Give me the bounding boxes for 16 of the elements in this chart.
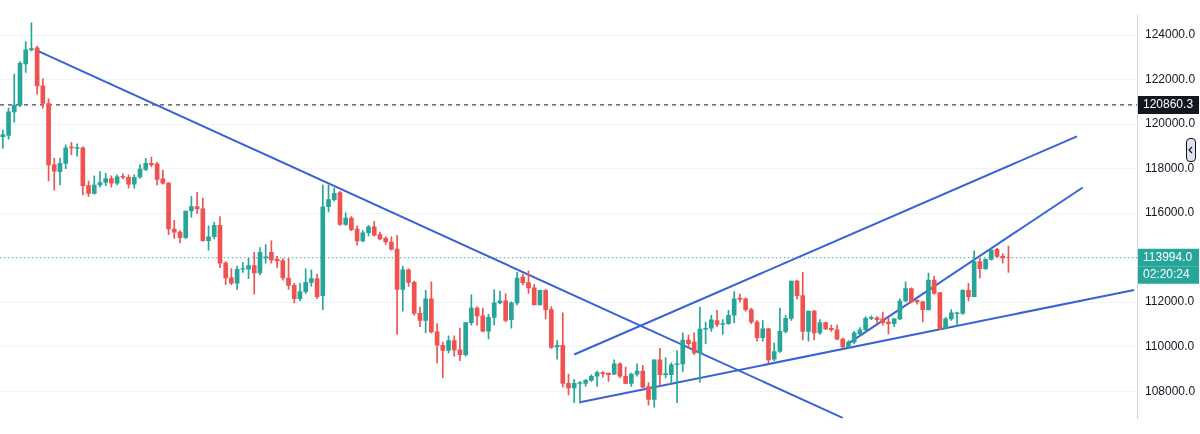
y-tick-label: 118000.0 (1145, 160, 1195, 175)
candlestick (74, 143, 80, 157)
ref-line-label: 113994.0 (1143, 250, 1193, 265)
candlestick (251, 251, 257, 295)
text: 02:20:24 (1143, 267, 1191, 282)
y-tick-label: 122000.0 (1145, 71, 1196, 86)
y-tick-label: 108000.0 (1145, 383, 1196, 398)
y-tick-label: 124000.0 (1145, 27, 1196, 42)
candlestick (194, 192, 200, 214)
y-tick-label: 110000.0 (1145, 338, 1195, 353)
candlestick (51, 158, 57, 191)
y-tick-label: 112000.0 (1145, 294, 1195, 309)
candlestick (11, 73, 17, 123)
y-tick-label: 116000.0 (1145, 205, 1195, 220)
y-tick-label: 120000.0 (1145, 116, 1196, 131)
ref-line-label: 120860.3 (1143, 97, 1194, 112)
